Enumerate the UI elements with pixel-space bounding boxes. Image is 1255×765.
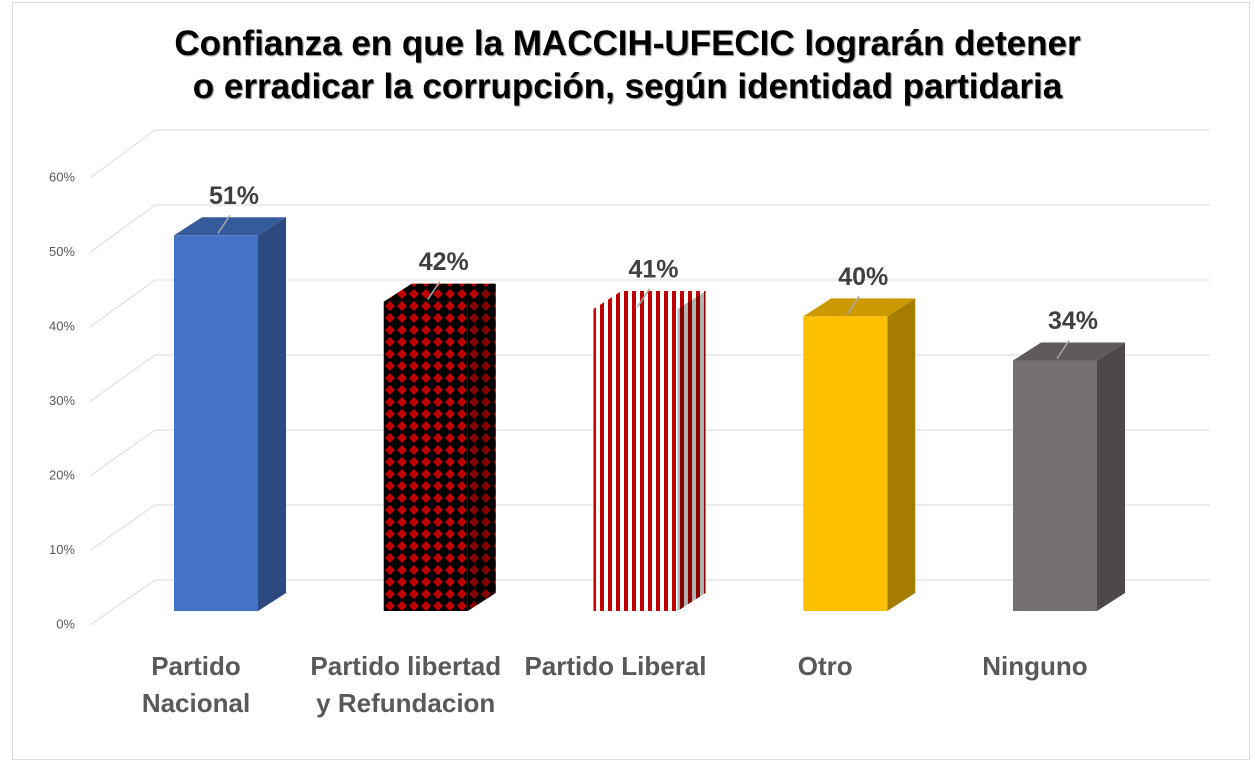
grid-line-side xyxy=(89,354,156,402)
bar xyxy=(803,316,888,611)
label-leader xyxy=(636,288,651,308)
bar-top xyxy=(803,298,916,317)
grid-line-side xyxy=(89,429,156,477)
grid-line-side xyxy=(89,204,156,253)
data-label: 40% xyxy=(838,263,888,291)
chart-title: Confianza en que la MACCIH-UFECIC lograr… xyxy=(174,24,1081,106)
bar xyxy=(174,235,258,612)
y-tick-label: 40% xyxy=(49,318,75,333)
label-leader xyxy=(217,214,231,234)
bar xyxy=(593,308,678,611)
grid-line-side xyxy=(89,279,156,328)
bar xyxy=(383,301,468,611)
bar-side xyxy=(887,298,916,611)
x-tick-label: Ninguno xyxy=(982,651,1088,681)
x-tick-label: Partido Nacional xyxy=(141,651,251,718)
label-leader xyxy=(427,281,441,301)
bar-side xyxy=(677,290,706,611)
y-tick-label: 0% xyxy=(56,616,75,631)
bar xyxy=(1013,360,1097,611)
grid-line-side xyxy=(89,504,156,551)
bar-side-shade xyxy=(467,283,496,611)
bar-top xyxy=(1013,342,1125,361)
y-tick-label: 50% xyxy=(49,244,75,259)
y-tick-label: 20% xyxy=(49,467,75,482)
chart-frame xyxy=(12,2,1250,760)
bar-side xyxy=(467,283,496,611)
label-leader xyxy=(1056,340,1070,359)
bar-top xyxy=(174,217,286,236)
grid-line-side xyxy=(89,579,156,626)
data-label: 42% xyxy=(419,248,469,276)
x-tick-label: Otro xyxy=(797,651,853,681)
grid-line-side xyxy=(89,129,156,179)
data-label: 51% xyxy=(209,182,259,210)
x-tick-label: Partido libertad y Refundacion xyxy=(310,651,502,718)
data-label: 41% xyxy=(628,256,678,284)
bar-side xyxy=(1097,342,1125,611)
bar-side xyxy=(258,217,286,612)
bar-top xyxy=(383,283,496,302)
label-leader xyxy=(846,295,860,315)
x-tick-label: Partido Liberal xyxy=(524,651,707,681)
y-tick-label: 10% xyxy=(49,542,75,557)
bar-top xyxy=(593,290,706,309)
bar-side-shade xyxy=(677,290,706,611)
data-label: 34% xyxy=(1048,307,1098,335)
y-tick-label: 30% xyxy=(49,393,75,408)
y-tick-label: 60% xyxy=(49,169,75,184)
